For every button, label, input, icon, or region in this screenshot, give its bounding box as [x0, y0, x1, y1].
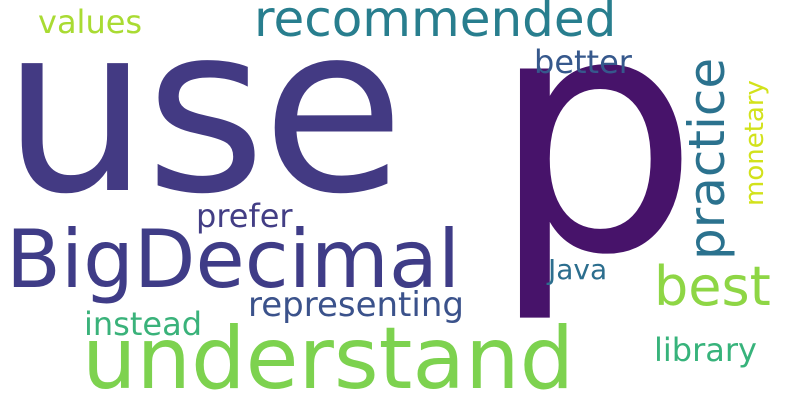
word-better: better: [534, 43, 632, 81]
word-bigdecimal: BigDecimal: [6, 213, 461, 306]
word-values: values: [38, 3, 143, 41]
word-understand: understand: [82, 309, 575, 400]
word-library: library: [654, 331, 757, 369]
word-use: use: [2, 0, 405, 245]
word-p: p: [490, 0, 700, 327]
word-prefer: prefer: [196, 197, 293, 235]
word-monetary: monetary: [740, 80, 770, 206]
word-recommended: recommended: [254, 0, 617, 48]
word-java: Java: [548, 253, 608, 286]
word-practice: practice: [678, 57, 736, 260]
word-representing: representing: [248, 285, 464, 325]
word-best: best: [654, 255, 771, 318]
word-instead: instead: [84, 305, 202, 343]
